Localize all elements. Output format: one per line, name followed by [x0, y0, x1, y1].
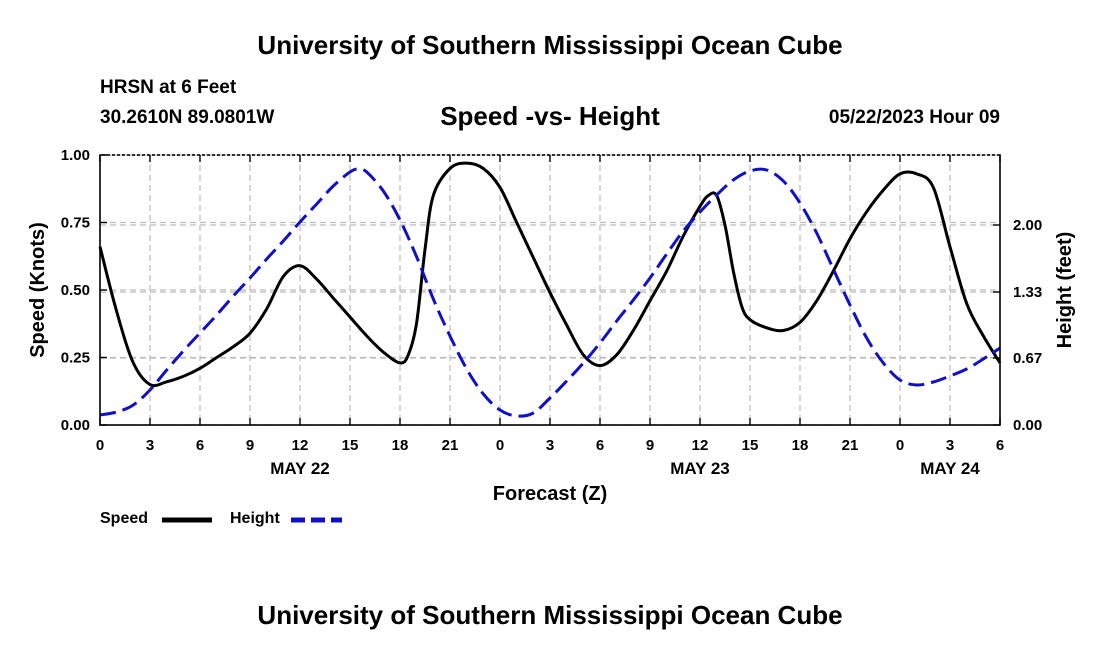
station-label: HRSN at 6 Feet — [100, 77, 237, 98]
x-tick-label: 21 — [442, 437, 459, 454]
legend-height-label: Height — [230, 510, 280, 527]
x-tick-label: 12 — [292, 437, 309, 454]
y2-tick-label: 1.33 — [1013, 284, 1042, 301]
x-date-label: MAY 23 — [670, 459, 730, 478]
x-tick-label: 21 — [842, 437, 859, 454]
x-date-label: MAY 22 — [270, 459, 330, 478]
x-tick-label: 0 — [96, 437, 104, 454]
axis-layer: 0 3 6 9 12 15 18 21 0 3 6 9 12 15 18 21 0 3 6 MAY 22 MAY 23 M… — [61, 147, 1042, 478]
x-tick-label: 6 — [596, 437, 604, 454]
x-tick-label: 9 — [246, 437, 254, 454]
y2-tick-label: 0.67 — [1013, 350, 1042, 367]
x-tick-label: 0 — [896, 437, 904, 454]
x-tick-label: 3 — [146, 437, 154, 454]
series-layer — [98, 161, 1002, 418]
x-tick-label: 18 — [792, 437, 809, 454]
height-series-line — [99, 167, 1001, 418]
x-tick-label: 3 — [946, 437, 954, 454]
y2-axis-label: Height (feet) — [1054, 232, 1076, 349]
x-tick-label: 3 — [546, 437, 554, 454]
x-axis-label: Forecast (Z) — [493, 483, 607, 505]
x-date-label: MAY 24 — [920, 459, 980, 478]
y2-tick-label: 0.00 — [1013, 417, 1042, 434]
y-tick-label: 0.00 — [61, 417, 90, 434]
y-tick-label: 0.25 — [61, 350, 90, 367]
legend-speed-label: Speed — [100, 510, 149, 527]
x-tick-label: 15 — [342, 437, 359, 454]
coordinates-label: 30.2610N 89.0801W — [100, 107, 275, 128]
y-tick-label: 0.75 — [61, 215, 90, 232]
footer-title: University of Southern Mississippi Ocean… — [257, 600, 843, 630]
y-tick-label: 0.50 — [61, 282, 90, 299]
x-tick-label: 9 — [646, 437, 654, 454]
x-tick-label: 0 — [496, 437, 504, 454]
grid-layer — [100, 155, 1000, 426]
chart-subtitle: Speed -vs- Height — [440, 101, 660, 131]
y2-tick-label: 2.00 — [1013, 217, 1042, 234]
x-tick-label: 12 — [692, 437, 709, 454]
y-axis-label: Speed (Knots) — [27, 222, 49, 358]
x-tick-label: 18 — [392, 437, 409, 454]
x-tick-label: 6 — [996, 437, 1004, 454]
x-tick-label: 6 — [196, 437, 204, 454]
page-title: University of Southern Mississippi Ocean… — [257, 30, 843, 60]
speed-series-line — [98, 161, 1002, 388]
y-tick-label: 1.00 — [61, 147, 90, 164]
forecast-datetime: 05/22/2023 Hour 09 — [828, 107, 1000, 128]
x-tick-label: 15 — [742, 437, 759, 454]
